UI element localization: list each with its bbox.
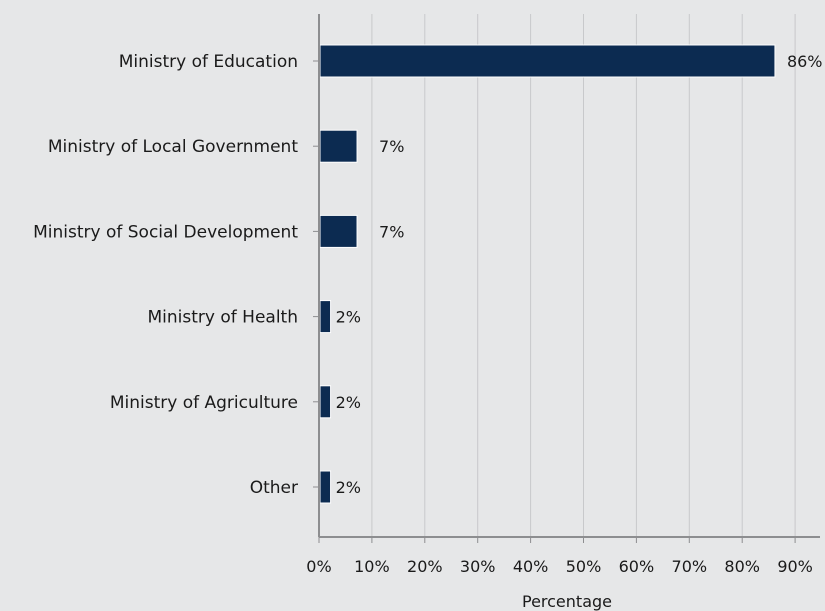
value-label: 7% bbox=[379, 222, 404, 241]
x-tick-label: 70% bbox=[672, 557, 708, 576]
x-tick-label: 10% bbox=[354, 557, 390, 576]
category-label: Ministry of Agriculture bbox=[110, 393, 298, 413]
x-tick-label: 0% bbox=[306, 557, 331, 576]
bars bbox=[319, 44, 776, 504]
x-tick-label: 20% bbox=[407, 557, 443, 576]
x-tick-label: 90% bbox=[777, 557, 813, 576]
value-label: 86% bbox=[787, 52, 823, 71]
x-tick-label: 50% bbox=[566, 557, 602, 576]
bar bbox=[319, 129, 358, 163]
x-tick-label: 30% bbox=[460, 557, 496, 576]
bar bbox=[319, 470, 332, 504]
category-label: Ministry of Education bbox=[119, 52, 298, 72]
value-label: 2% bbox=[336, 478, 361, 497]
bar bbox=[319, 300, 332, 334]
x-tick-label: 60% bbox=[619, 557, 655, 576]
bar bbox=[319, 385, 332, 419]
category-label: Other bbox=[250, 478, 298, 498]
value-label: 7% bbox=[379, 137, 404, 156]
x-tick-label: 40% bbox=[513, 557, 549, 576]
bar bbox=[319, 214, 358, 248]
bar bbox=[319, 44, 776, 78]
category-label: Ministry of Social Development bbox=[33, 222, 298, 242]
category-label: Ministry of Local Government bbox=[48, 137, 298, 157]
value-label: 2% bbox=[336, 393, 361, 412]
x-axis-title: Percentage bbox=[522, 592, 612, 611]
value-label: 2% bbox=[336, 308, 361, 327]
axes bbox=[313, 14, 820, 543]
gridlines bbox=[371, 14, 796, 537]
x-tick-label: 80% bbox=[724, 557, 760, 576]
labels: 0% 10% 20% 30% 40% 50% 60% 70% 80% 90% Ministry of… bbox=[33, 52, 822, 576]
category-label: Ministry of Health bbox=[148, 308, 298, 328]
